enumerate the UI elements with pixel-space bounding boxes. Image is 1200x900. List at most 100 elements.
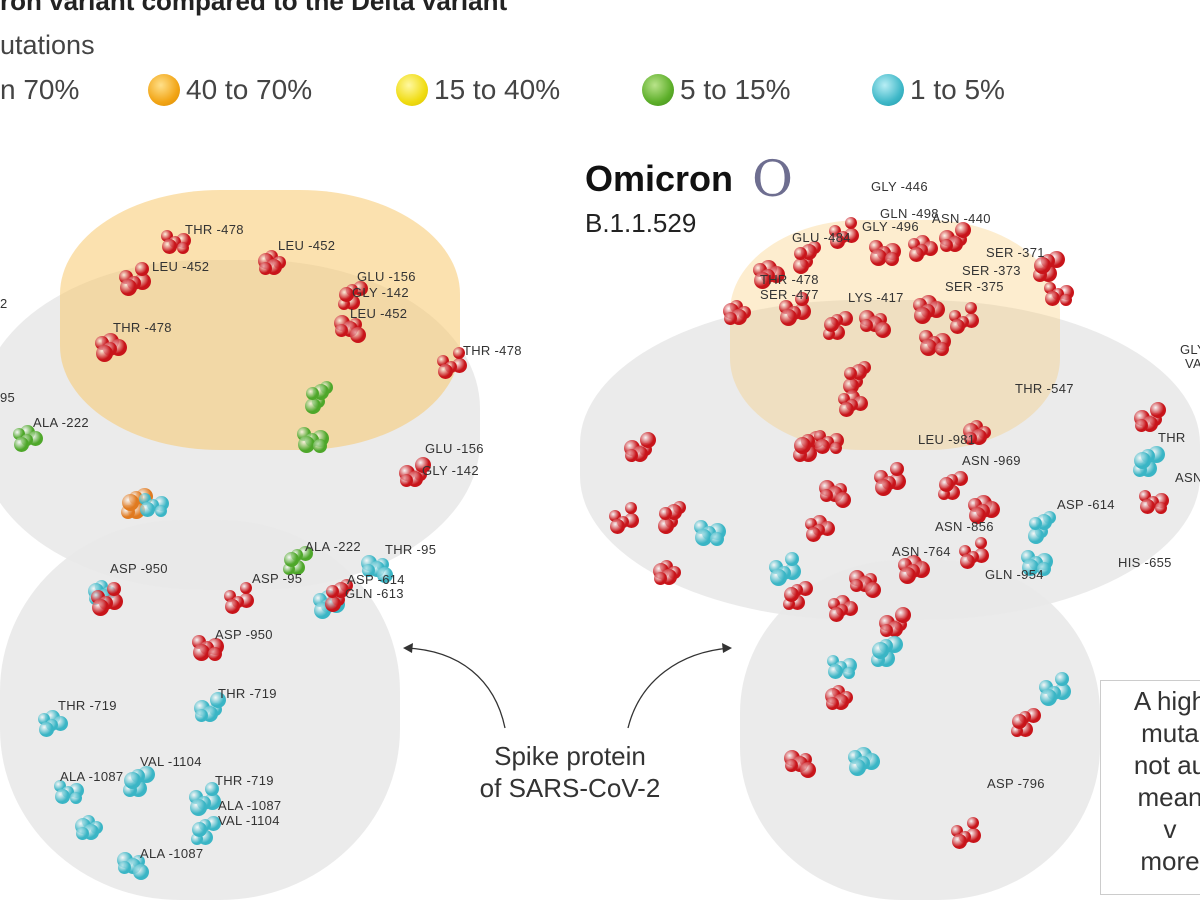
red-residue-sphere <box>350 327 366 343</box>
red-residue-sphere <box>96 345 113 362</box>
legend-label: 15 to 40% <box>434 74 561 105</box>
red-residue-sphere <box>784 587 799 602</box>
residue-label: SER -477 <box>760 287 819 302</box>
residue-label: GLY <box>1180 342 1200 357</box>
red-residue-sphere <box>880 624 893 637</box>
cyan-residue-sphere <box>190 799 207 816</box>
red-residue-sphere <box>92 599 109 616</box>
red-residue-sphere <box>1045 291 1060 306</box>
cyan-residue-sphere <box>770 569 787 586</box>
red-residue-sphere <box>899 567 916 584</box>
red-residue-sphere <box>795 292 809 306</box>
red-residue-sphere <box>1135 419 1148 432</box>
green-residue-sphere <box>298 436 315 453</box>
cyan-residue-sphere <box>1029 517 1042 530</box>
residue-label: THR -478 <box>113 320 172 335</box>
residue-label: THR -478 <box>185 222 244 237</box>
red-residue-sphere <box>438 364 453 379</box>
residue-label: GLY -142 <box>422 463 479 478</box>
cyan-residue-sphere <box>133 864 149 880</box>
cyan-residue-sphere <box>828 664 843 679</box>
residue-label: ASN -440 <box>932 211 991 226</box>
red-residue-sphere <box>890 462 904 476</box>
cyan-residue-sphere <box>1022 559 1039 576</box>
red-residue-sphere <box>659 507 672 520</box>
residue-label: ALA -222 <box>305 539 361 554</box>
residue-label: THR -719 <box>215 773 274 788</box>
residue-label: ASP -796 <box>987 776 1045 791</box>
red-residue-sphere <box>1012 714 1027 729</box>
red-residue-sphere <box>967 817 979 829</box>
residue-label: LEU -452 <box>278 238 336 253</box>
red-residue-sphere <box>1034 257 1051 274</box>
legend-item-5-15: 5 to 15% <box>642 74 791 106</box>
red-residue-sphere <box>325 596 341 612</box>
residue-label: ALA -1087 <box>218 798 282 813</box>
legend-label: 40 to 70% <box>186 74 313 105</box>
omicron-lineage: B.1.1.529 <box>585 208 697 238</box>
note-box: A high muta not au mean v more <box>1100 680 1200 895</box>
red-residue-sphere <box>640 432 656 448</box>
red-residue-sphere <box>335 324 348 337</box>
residue-label: GLY -142 <box>352 285 409 300</box>
residue-label: SER -375 <box>945 279 1004 294</box>
arrow-left <box>404 647 506 729</box>
residue-label: GLY -446 <box>871 179 928 194</box>
residue-label: ASN -856 <box>935 519 994 534</box>
red-residue-sphere <box>794 437 811 454</box>
red-residue-sphere <box>785 759 798 772</box>
cyan-residue-sphere <box>210 692 226 708</box>
caption-line: Spike protein <box>494 741 646 771</box>
cyan-residue-sphere <box>843 667 855 679</box>
residue-label: THR -547 <box>1015 381 1074 396</box>
red-residue-sphere <box>453 347 465 359</box>
green-residue-sphere <box>14 437 29 452</box>
red-residue-sphere <box>326 585 339 598</box>
residue-label: ALA -1087 <box>140 846 204 861</box>
spike-caption: Spike protein of SARS-CoV-2 <box>470 740 670 804</box>
residue-label: ASP -950 <box>215 627 273 642</box>
red-residue-sphere <box>1155 502 1167 514</box>
green-ball-icon <box>642 74 674 106</box>
legend-item-over-70: n 70% <box>0 74 79 106</box>
residue-label: ALA -222 <box>33 415 89 430</box>
red-residue-sphere <box>965 302 977 314</box>
red-residue-sphere <box>793 258 809 274</box>
red-residue-sphere <box>875 322 891 338</box>
residue-label: LYS -417 <box>848 290 904 305</box>
red-residue-sphere <box>935 342 949 356</box>
red-residue-sphere <box>193 644 210 661</box>
red-residue-sphere <box>625 502 637 514</box>
residue-label: GLN -954 <box>985 567 1044 582</box>
red-residue-sphere <box>806 527 821 542</box>
cyan-residue-sphere <box>1037 562 1051 576</box>
red-residue-sphere <box>400 474 413 487</box>
residue-label: THR <box>1158 430 1186 445</box>
residue-label: VAL -1104 <box>218 813 280 828</box>
legend-item-15-40: 15 to 40% <box>396 74 560 106</box>
legend-item-1-5: 1 to 5% <box>872 74 1005 106</box>
red-residue-sphere <box>839 402 854 417</box>
red-residue-sphere <box>835 492 851 508</box>
residue-label: SER -371 <box>986 245 1045 260</box>
red-residue-sphere <box>829 607 844 622</box>
residue-label: SER -373 <box>962 263 1021 278</box>
figure-title: ron variant compared to the Delta varian… <box>0 0 508 16</box>
cyan-residue-sphere <box>377 567 393 583</box>
orange-residue-sphere <box>122 494 139 511</box>
residue-label: THR -719 <box>218 686 277 701</box>
cyan-residue-sphere <box>205 782 219 796</box>
red-residue-sphere <box>964 432 977 445</box>
note-line: A high <box>1133 686 1200 716</box>
residue-label: THR -95 <box>385 542 437 557</box>
residue-label: ASP -950 <box>110 561 168 576</box>
red-residue-sphere <box>960 554 975 569</box>
caption-line: of SARS-CoV-2 <box>479 773 661 803</box>
residue-label: VA <box>1185 356 1200 371</box>
note-line: not au <box>1133 750 1200 780</box>
red-residue-sphere <box>830 234 845 249</box>
note-line: mean <box>1137 782 1200 812</box>
red-residue-sphere <box>259 262 272 275</box>
cyan-residue-sphere <box>55 789 70 804</box>
